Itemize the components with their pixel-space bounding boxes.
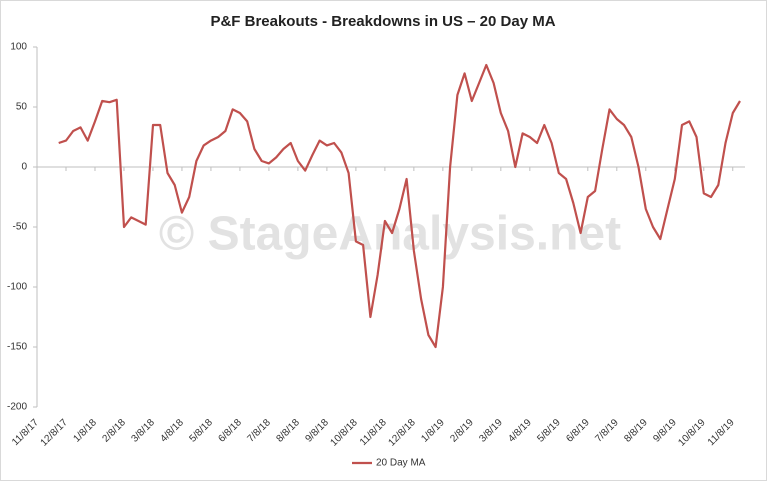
legend-label: 20 Day MA [376, 458, 426, 469]
chart-title: P&F Breakouts - Breakdowns in US – 20 Da… [210, 13, 555, 30]
y-tick-label: -50 [13, 222, 28, 233]
y-tick-label: -100 [7, 282, 27, 293]
y-tick-label: 50 [16, 102, 28, 113]
y-tick-label: -200 [7, 402, 27, 413]
y-tick-label: 0 [21, 162, 27, 173]
y-tick-label: 100 [10, 42, 27, 53]
watermark: © StageAnalysis.net [159, 208, 621, 261]
y-tick-label: -150 [7, 342, 27, 353]
data-line [58, 63, 741, 349]
